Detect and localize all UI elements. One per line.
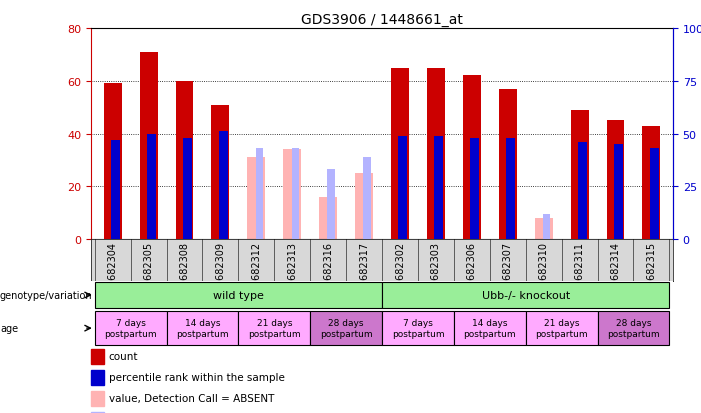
FancyBboxPatch shape [311, 312, 382, 345]
Text: GSM682307: GSM682307 [503, 242, 512, 301]
Text: genotype/variation: genotype/variation [0, 290, 93, 300]
Bar [319, 197, 337, 240]
Bar [247, 158, 265, 240]
Bar [139, 52, 158, 240]
Text: age: age [0, 323, 18, 333]
FancyBboxPatch shape [382, 282, 669, 308]
FancyBboxPatch shape [454, 312, 526, 345]
Title: GDS3906 / 1448661_at: GDS3906 / 1448661_at [301, 12, 463, 26]
Text: GSM682317: GSM682317 [359, 242, 369, 301]
Text: GSM682304: GSM682304 [108, 242, 118, 301]
Bar [391, 119, 409, 240]
Bar [91, 391, 104, 406]
Bar [435, 136, 443, 240]
Bar [650, 149, 659, 240]
Bar [463, 76, 481, 240]
Bar [147, 134, 156, 240]
Bar [219, 132, 228, 240]
Bar [212, 105, 229, 240]
Bar [104, 84, 122, 240]
Text: 21 days
postpartum: 21 days postpartum [248, 319, 301, 338]
Text: 21 days
postpartum: 21 days postpartum [536, 319, 588, 338]
Bar [183, 138, 192, 240]
Text: GSM682306: GSM682306 [467, 242, 477, 301]
Bar [256, 149, 263, 240]
Bar [470, 138, 479, 240]
Text: 7 days
postpartum: 7 days postpartum [392, 319, 444, 338]
Text: GSM682308: GSM682308 [179, 242, 189, 301]
FancyBboxPatch shape [597, 312, 669, 345]
Bar [543, 214, 550, 240]
Bar [506, 138, 515, 240]
FancyBboxPatch shape [95, 312, 167, 345]
Bar [91, 370, 104, 385]
Text: value, Detection Call = ABSENT: value, Detection Call = ABSENT [109, 393, 274, 403]
Bar [175, 82, 193, 240]
Text: Ubb-/- knockout: Ubb-/- knockout [482, 290, 570, 300]
Text: GSM682312: GSM682312 [252, 242, 261, 301]
Text: 28 days
postpartum: 28 days postpartum [320, 319, 372, 338]
Bar [363, 157, 371, 240]
Text: GSM682315: GSM682315 [646, 242, 656, 301]
Text: 14 days
postpartum: 14 days postpartum [176, 319, 229, 338]
Bar [111, 140, 120, 240]
Bar [398, 136, 407, 240]
FancyBboxPatch shape [238, 312, 311, 345]
Text: GSM682305: GSM682305 [144, 242, 154, 301]
Bar [571, 111, 589, 240]
Text: GSM682313: GSM682313 [287, 242, 297, 301]
Bar [391, 69, 409, 240]
FancyBboxPatch shape [526, 312, 597, 345]
Bar [606, 121, 625, 240]
Bar [614, 145, 623, 240]
Text: GSM682302: GSM682302 [395, 242, 405, 301]
Text: percentile rank within the sample: percentile rank within the sample [109, 373, 285, 382]
Bar [642, 126, 660, 240]
FancyBboxPatch shape [167, 312, 238, 345]
Text: wild type: wild type [213, 290, 264, 300]
Bar [400, 142, 407, 240]
Text: 7 days
postpartum: 7 days postpartum [104, 319, 157, 338]
Bar [91, 412, 104, 413]
Text: 14 days
postpartum: 14 days postpartum [463, 319, 516, 338]
Text: GSM682303: GSM682303 [431, 242, 441, 301]
Bar [535, 218, 552, 240]
Text: GSM682316: GSM682316 [323, 242, 333, 301]
Text: GSM682314: GSM682314 [611, 242, 620, 301]
Bar [578, 142, 587, 240]
Text: 28 days
postpartum: 28 days postpartum [607, 319, 660, 338]
Bar [91, 349, 104, 364]
Text: GSM682309: GSM682309 [215, 242, 226, 301]
Bar [283, 150, 301, 240]
Bar [427, 69, 445, 240]
Text: count: count [109, 351, 138, 361]
FancyBboxPatch shape [95, 282, 382, 308]
Bar [327, 170, 334, 240]
Text: GSM682311: GSM682311 [575, 242, 585, 301]
Text: GSM682310: GSM682310 [538, 242, 549, 301]
Bar [292, 149, 299, 240]
Bar [355, 174, 373, 240]
Bar [499, 90, 517, 240]
FancyBboxPatch shape [382, 312, 454, 345]
